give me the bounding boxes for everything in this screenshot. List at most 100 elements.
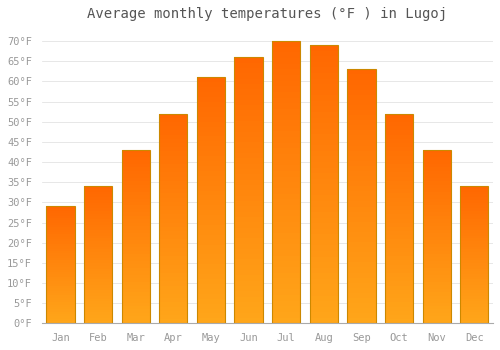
Bar bbox=[234, 275, 262, 281]
Bar bbox=[460, 299, 488, 301]
Bar bbox=[122, 254, 150, 258]
Bar bbox=[159, 135, 188, 139]
Bar bbox=[310, 106, 338, 112]
Bar bbox=[460, 315, 488, 318]
Bar bbox=[422, 164, 450, 167]
Bar bbox=[197, 190, 225, 195]
Bar bbox=[84, 241, 112, 244]
Bar bbox=[460, 252, 488, 255]
Bar bbox=[385, 265, 413, 269]
Bar bbox=[348, 140, 376, 146]
Bar bbox=[122, 167, 150, 171]
Bar bbox=[122, 278, 150, 282]
Bar bbox=[234, 121, 262, 126]
Bar bbox=[197, 235, 225, 240]
Bar bbox=[46, 284, 74, 286]
Bar bbox=[460, 189, 488, 192]
Bar bbox=[159, 315, 188, 319]
Bar bbox=[84, 304, 112, 307]
Bar bbox=[460, 310, 488, 312]
Bar bbox=[159, 152, 188, 156]
Bar bbox=[310, 318, 338, 323]
Bar bbox=[46, 216, 74, 218]
Bar bbox=[122, 219, 150, 223]
Bar bbox=[122, 178, 150, 181]
Bar bbox=[159, 177, 188, 181]
Bar bbox=[159, 218, 188, 223]
Bar bbox=[159, 302, 188, 307]
Bar bbox=[84, 195, 112, 197]
Bar bbox=[348, 273, 376, 278]
Bar bbox=[310, 218, 338, 223]
Bar bbox=[272, 199, 300, 205]
Bar bbox=[310, 45, 338, 323]
Bar bbox=[272, 244, 300, 250]
Bar bbox=[272, 250, 300, 255]
Bar bbox=[348, 191, 376, 196]
Bar bbox=[159, 281, 188, 286]
Bar bbox=[159, 294, 188, 298]
Bar bbox=[310, 151, 338, 156]
Bar bbox=[84, 208, 112, 211]
Bar bbox=[122, 289, 150, 292]
Bar bbox=[234, 180, 262, 185]
Bar bbox=[310, 145, 338, 151]
Bar bbox=[460, 244, 488, 247]
Bar bbox=[46, 312, 74, 314]
Bar bbox=[46, 244, 74, 246]
Bar bbox=[46, 321, 74, 323]
Bar bbox=[272, 205, 300, 210]
Bar bbox=[159, 260, 188, 265]
Bar bbox=[310, 78, 338, 84]
Bar bbox=[272, 114, 300, 120]
Bar bbox=[272, 165, 300, 171]
Bar bbox=[272, 69, 300, 75]
Bar bbox=[310, 234, 338, 240]
Bar bbox=[234, 137, 262, 142]
Bar bbox=[422, 195, 450, 198]
Bar bbox=[348, 318, 376, 323]
Bar bbox=[385, 210, 413, 214]
Bar bbox=[348, 206, 376, 212]
Bar bbox=[84, 310, 112, 312]
Bar bbox=[46, 232, 74, 234]
Bar bbox=[272, 52, 300, 58]
Bar bbox=[348, 171, 376, 176]
Bar bbox=[422, 313, 450, 316]
Bar bbox=[385, 193, 413, 197]
Bar bbox=[46, 288, 74, 290]
Bar bbox=[348, 69, 376, 323]
Bar bbox=[385, 277, 413, 281]
Bar bbox=[422, 226, 450, 230]
Bar bbox=[46, 281, 74, 284]
Bar bbox=[159, 189, 188, 193]
Bar bbox=[272, 289, 300, 295]
Bar bbox=[272, 210, 300, 216]
Bar bbox=[197, 97, 225, 102]
Bar bbox=[197, 314, 225, 318]
Bar bbox=[310, 206, 338, 212]
Bar bbox=[272, 222, 300, 228]
Bar bbox=[197, 309, 225, 314]
Bar bbox=[348, 196, 376, 202]
Bar bbox=[422, 181, 450, 185]
Bar bbox=[84, 230, 112, 233]
Bar bbox=[84, 189, 112, 192]
Bar bbox=[197, 156, 225, 161]
Bar bbox=[348, 95, 376, 100]
Bar bbox=[197, 102, 225, 107]
Bar bbox=[385, 168, 413, 173]
Bar bbox=[385, 260, 413, 265]
Bar bbox=[234, 238, 262, 244]
Bar bbox=[234, 116, 262, 121]
Bar bbox=[310, 129, 338, 134]
Bar bbox=[310, 290, 338, 295]
Bar bbox=[122, 306, 150, 309]
Bar bbox=[422, 233, 450, 237]
Bar bbox=[348, 176, 376, 181]
Bar bbox=[197, 274, 225, 279]
Bar bbox=[272, 86, 300, 92]
Bar bbox=[348, 161, 376, 166]
Bar bbox=[272, 41, 300, 47]
Bar bbox=[310, 190, 338, 195]
